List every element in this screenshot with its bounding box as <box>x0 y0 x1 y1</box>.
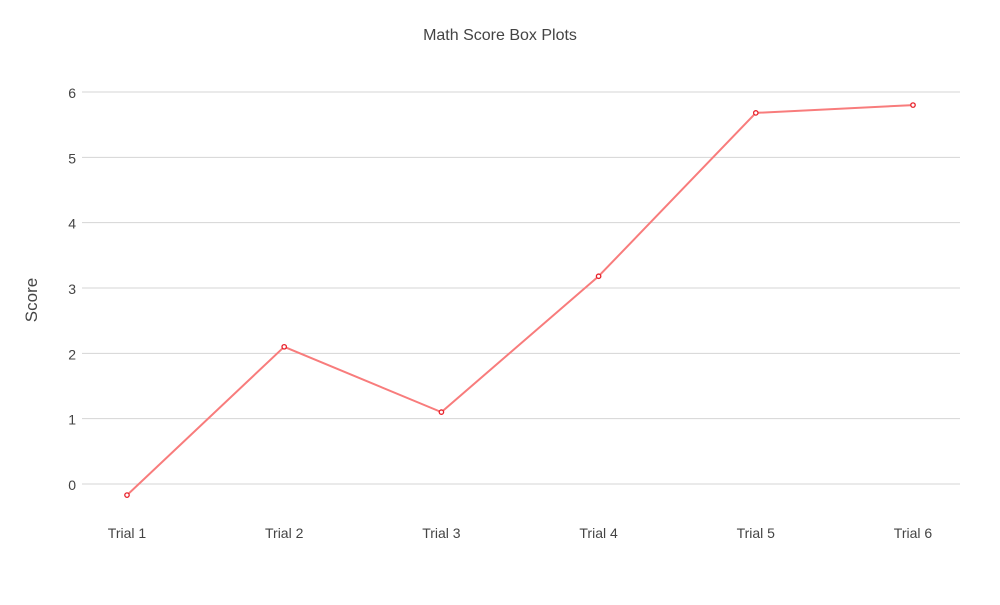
y-tick-label: 4 <box>68 216 76 232</box>
series-line <box>126 104 914 496</box>
data-point <box>281 343 288 350</box>
y-tick-label: 5 <box>68 150 76 166</box>
y-tick-label: 0 <box>68 477 76 493</box>
data-point <box>752 110 759 116</box>
y-axis-label: Score <box>22 278 41 322</box>
y-axis-ticks: 0 1 2 3 4 5 6 <box>68 85 76 493</box>
x-tick-label: Trial 3 <box>422 525 461 541</box>
y-tick-label: 3 <box>68 281 76 297</box>
x-tick-label: Trial 1 <box>108 525 147 541</box>
data-point <box>438 409 445 415</box>
data-point <box>910 102 916 108</box>
x-tick-label: Trial 4 <box>579 525 618 541</box>
x-tick-label: Trial 2 <box>265 525 304 541</box>
y-tick-label: 2 <box>68 346 76 362</box>
gridlines <box>82 91 960 485</box>
data-point <box>595 273 602 280</box>
y-tick-label: 6 <box>68 85 76 101</box>
data-point <box>124 492 130 498</box>
x-tick-label: Trial 6 <box>894 525 933 541</box>
series-layer <box>124 102 916 498</box>
x-tick-label: Trial 5 <box>737 525 776 541</box>
chart-title: Math Score Box Plots <box>423 27 577 44</box>
y-tick-label: 1 <box>68 412 76 428</box>
x-axis-ticks: Trial 1 Trial 2 Trial 3 Trial 4 Trial 5 Trial… <box>108 525 933 541</box>
